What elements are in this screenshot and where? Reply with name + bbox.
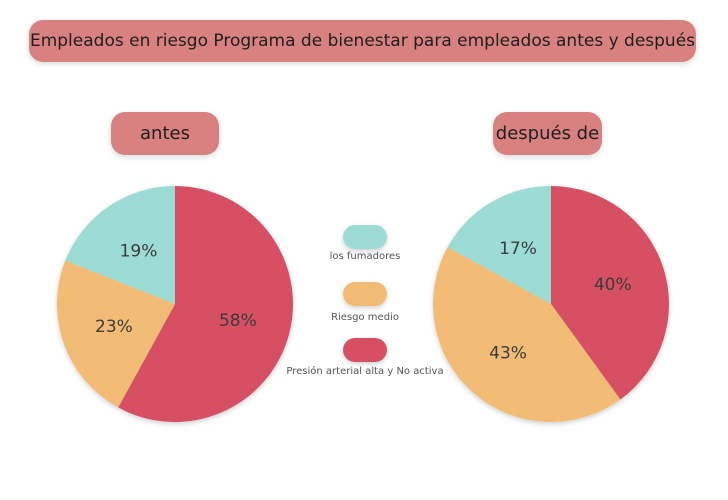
despues-pie xyxy=(433,186,669,422)
legend-label-smokers: los fumadores xyxy=(330,251,401,262)
antes-label-high: 58% xyxy=(219,311,257,331)
legend-label-high: Presión arterial alta y No activa xyxy=(286,365,443,377)
antes-label-medium: 23% xyxy=(95,317,133,337)
antes-pie xyxy=(57,186,294,422)
despues-chart-title: después de xyxy=(493,112,602,155)
legend-swatch-medium xyxy=(343,282,387,306)
antes-slice-high xyxy=(118,186,294,422)
despues-label-medium: 43% xyxy=(489,344,527,364)
chart-title: Empleados en riesgo Programa de bienesta… xyxy=(29,20,696,62)
despues-slice-medium xyxy=(433,247,621,422)
despues-slice-high xyxy=(551,186,669,400)
despues-slice-smokers xyxy=(447,186,551,304)
despues-label-smokers: 17% xyxy=(499,239,537,259)
legend-swatch-high xyxy=(343,338,387,362)
antes-slice-medium xyxy=(57,260,175,408)
legend-swatch-smokers xyxy=(343,225,387,249)
legend-label-medium: Riesgo medio xyxy=(331,312,399,323)
antes-chart-title: antes xyxy=(111,112,219,155)
antes-slice-smokers xyxy=(65,186,175,304)
despues-label-high: 40% xyxy=(594,275,632,295)
antes-label-smokers: 19% xyxy=(120,241,158,261)
